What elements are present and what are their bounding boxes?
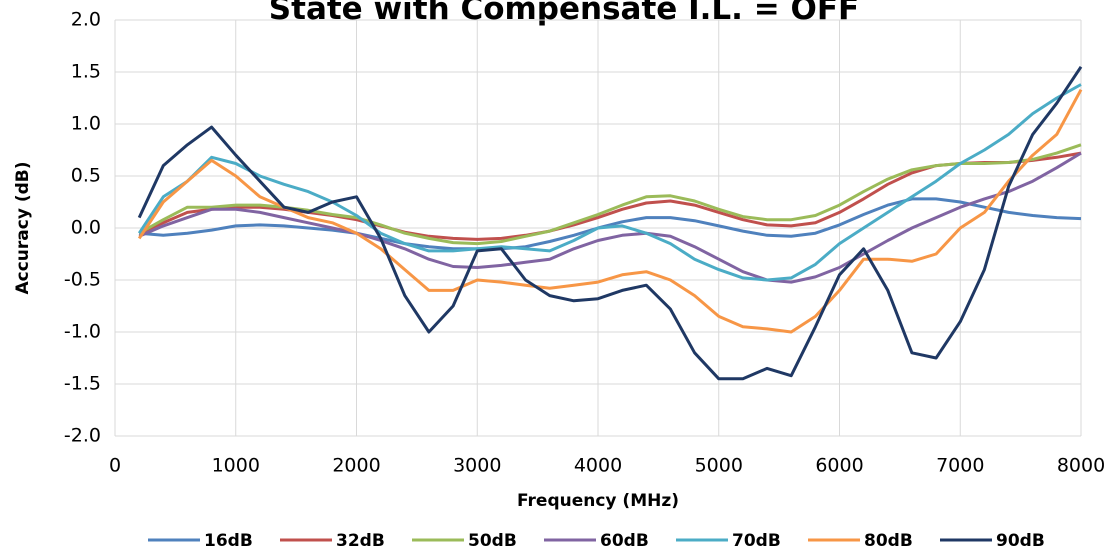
plot bbox=[137, 65, 1083, 381]
y-tick-label: -1.0 bbox=[64, 321, 101, 343]
x-axis-title: Frequency (MHz) bbox=[517, 491, 679, 511]
x-tick-label: 2000 bbox=[332, 455, 380, 477]
y-tick-label: -1.5 bbox=[64, 373, 101, 395]
legend-label: 32dB bbox=[336, 531, 385, 551]
series-line bbox=[138, 151, 1082, 284]
legend-label: 90dB bbox=[996, 531, 1045, 551]
y-tick-label: 1.5 bbox=[71, 61, 101, 83]
series-line bbox=[137, 65, 1083, 381]
legend-label: 80dB bbox=[864, 531, 913, 551]
x-tick-label: 5000 bbox=[695, 455, 743, 477]
x-tick-label: 8000 bbox=[1057, 455, 1105, 477]
y-tick-label: 2.0 bbox=[71, 9, 101, 31]
legend-label: 60dB bbox=[600, 531, 649, 551]
legend-label: 50dB bbox=[468, 531, 517, 551]
y-tick-label: -2.0 bbox=[64, 425, 101, 447]
series-line bbox=[137, 88, 1083, 334]
y-axis-title: Accuracy (dB) bbox=[13, 161, 33, 294]
x-tick-label: 7000 bbox=[936, 455, 984, 477]
y-tick-label: -0.5 bbox=[64, 269, 101, 291]
y-tick-label: 0.5 bbox=[71, 165, 101, 187]
y-tick-label: 0.0 bbox=[71, 217, 101, 239]
series-line bbox=[139, 197, 1082, 251]
x-tick-label: 1000 bbox=[212, 455, 260, 477]
legend: 16dB 32dB 50dB 60dB 70dB 80dB 90dB bbox=[148, 531, 1045, 551]
series-line bbox=[138, 143, 1082, 246]
x-tick-label: 6000 bbox=[815, 455, 863, 477]
x-tick-label: 3000 bbox=[453, 455, 501, 477]
grid: -2.0 -1.5 -1.0 -0.5 0.0 0.5 1.0 1.5 2.0 0 1000 2000… bbox=[64, 9, 1105, 477]
chart-title: State with Compensate I.L. = OFF bbox=[269, 0, 859, 27]
legend-label: 70dB bbox=[732, 531, 781, 551]
x-tick-label: 0 bbox=[109, 455, 121, 477]
legend-label: 16dB bbox=[204, 531, 253, 551]
y-tick-label: 1.0 bbox=[71, 113, 101, 135]
series-line bbox=[137, 83, 1082, 282]
x-tick-label: 4000 bbox=[574, 455, 622, 477]
